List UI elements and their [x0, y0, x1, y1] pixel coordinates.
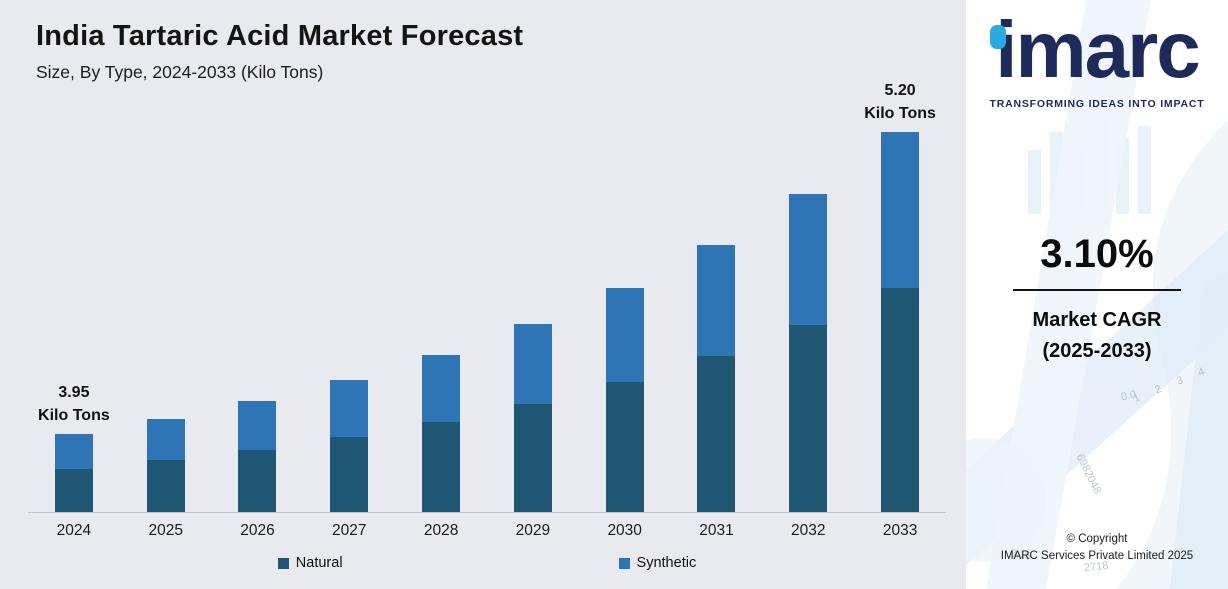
x-axis-label-2029: 2029 [515, 522, 551, 539]
stacked-bar-2029 [513, 324, 552, 512]
bars-row: 3.95 Kilo Tons 5.20 Kilo Tons [28, 62, 946, 513]
cagr-value: 3.10% [1040, 232, 1154, 276]
bar-group-2029 [487, 324, 579, 512]
bar-group-2025 [120, 419, 212, 512]
legend-swatch-icon [277, 557, 289, 569]
legend-label: Natural [295, 555, 343, 571]
x-axis-label-2026: 2026 [240, 522, 275, 539]
cagr-label-line1: Market CAGR [1032, 309, 1162, 331]
chart-panel: India Tartaric Acid Market Forecast Size… [0, 0, 966, 589]
stacked-bar-2024 [54, 434, 93, 512]
legend-item-natural: Natural [277, 555, 343, 571]
bar-segment-natural [422, 422, 461, 512]
x-axis-label-2030: 2030 [607, 522, 642, 539]
copyright: © Copyright IMARC Services Private Limit… [966, 531, 1228, 566]
decorative-background [966, 0, 1228, 589]
bar-segment-synthetic [54, 434, 93, 469]
stacked-bar-2032 [789, 194, 828, 512]
legend-label: Synthetic [636, 555, 697, 571]
imarc-logo: imarc [966, 10, 1228, 90]
x-axis-label-2024: 2024 [56, 522, 92, 539]
bar-segment-synthetic [605, 288, 644, 382]
decorative-ribbon [1170, 272, 1228, 589]
bar-segment-natural [238, 450, 277, 512]
bar-group-2024: 3.95 Kilo Tons [28, 381, 120, 512]
stacked-bar-2030 [605, 288, 644, 512]
bar-segment-natural [330, 437, 369, 512]
stacked-bar-2027 [330, 380, 369, 512]
chart-area: 3.95 Kilo Tons 5.20 Kilo Tons 2024 2025 2026 2… [28, 62, 946, 573]
bar-segment-synthetic [238, 401, 277, 450]
x-axis-label-2027: 2027 [332, 522, 367, 539]
bar-segment-synthetic [697, 245, 736, 356]
years-row: 2024 2025 2026 2027 2028 2029 2030 2031 2032 2033 [28, 513, 946, 540]
decorative-ribbon [986, 0, 1151, 589]
bar-segment-synthetic [513, 324, 552, 404]
bar-group-2030 [579, 288, 671, 512]
stacked-bar-2025 [146, 419, 185, 512]
bar-segment-natural [789, 325, 828, 512]
bar-segment-natural [54, 469, 93, 512]
bar-segment-natural [605, 382, 644, 512]
bar-segment-synthetic [422, 355, 461, 422]
brand-tagline: TRANSFORMING IDEAS INTO IMPACT [989, 98, 1205, 110]
copyright-line1: © Copyright [1066, 532, 1128, 545]
cagr-divider [1013, 289, 1181, 291]
imarc-wordmark: imarc [995, 5, 1200, 94]
cagr-label: Market CAGR (2025-2033) [966, 305, 1228, 367]
bar-segment-synthetic [146, 419, 185, 460]
bar-segment-synthetic [881, 132, 920, 288]
bar-value-label-2024: 3.95 Kilo Tons [38, 383, 110, 424]
stacked-bar-2028 [422, 355, 461, 512]
bar-group-2028 [395, 355, 487, 512]
bar-group-2033: 5.20 Kilo Tons [854, 79, 946, 512]
bar-group-2032 [762, 194, 854, 512]
x-axis-label-2028: 2028 [423, 522, 459, 539]
brand-panel: 0.0 1 2 3 4 6982048 0.15 2718 imarc TRAN… [966, 0, 1228, 589]
cagr-label-line2: (2025-2033) [1042, 340, 1152, 362]
chart-subtitle: Size, By Type, 2024-2033 (Kilo Tons) [36, 62, 324, 82]
decorative-circle [966, 438, 1046, 562]
bar-segment-natural [513, 404, 552, 512]
bar-group-2026 [212, 401, 304, 512]
x-axis-label-2025: 2025 [148, 522, 183, 539]
x-axis-label-2031: 2031 [699, 522, 734, 539]
x-axis-label-2032: 2032 [791, 522, 826, 539]
bar-segment-natural [881, 288, 920, 512]
stacked-bar-2033 [881, 132, 920, 512]
copyright-line2: IMARC Services Private Limited 2025 [1000, 549, 1194, 562]
stacked-bar-2031 [697, 245, 736, 512]
decorative-curve [1116, 120, 1228, 589]
bar-segment-synthetic [330, 380, 369, 437]
bar-segment-synthetic [789, 194, 828, 325]
bar-segment-natural [146, 460, 185, 512]
chart-title: India Tartaric Acid Market Forecast [36, 20, 524, 52]
legend-swatch-icon [618, 557, 630, 569]
cagr-block: 3.10% Market CAGR (2025-2033) [966, 232, 1228, 367]
bar-value-label-2033: 5.20 Kilo Tons [864, 81, 936, 122]
bar-group-2027 [303, 380, 395, 512]
bar-group-2031 [671, 245, 763, 512]
legend-item-synthetic: Synthetic [618, 555, 697, 571]
legend-row: Natural Synthetic [28, 540, 946, 573]
x-axis-label-2033: 2033 [882, 522, 918, 539]
stacked-bar-2026 [238, 401, 277, 512]
brand-content: imarc TRANSFORMING IDEAS INTO IMPACT 3.1… [966, 0, 1228, 589]
bar-segment-natural [697, 356, 736, 512]
logo-dot-icon [990, 25, 1006, 49]
